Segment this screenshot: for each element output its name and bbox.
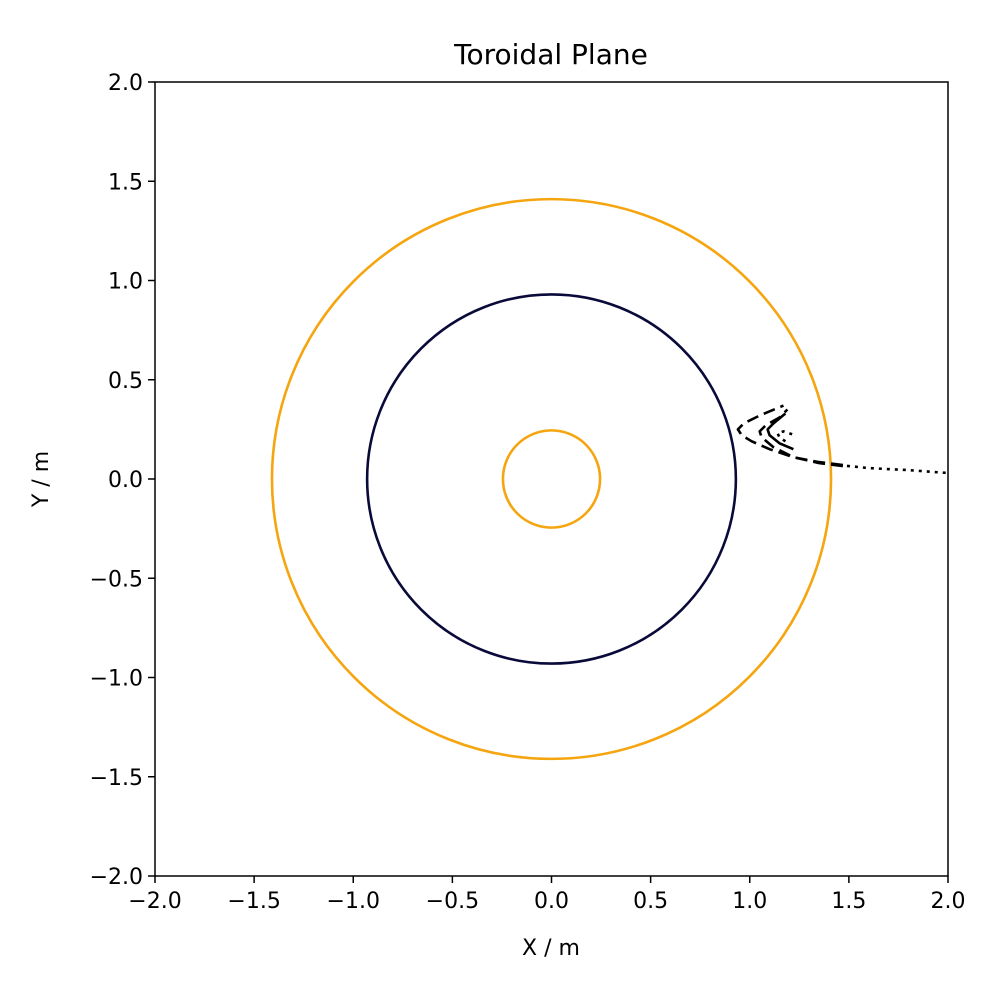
x-tick-label: −2.0 [128, 889, 181, 914]
x-tick-label: 0.0 [534, 889, 569, 914]
y-axis-label: Y / m [29, 451, 54, 508]
y-tick-label: −0.5 [90, 567, 143, 592]
y-tick-label: 0.0 [108, 468, 143, 493]
x-tick-label: −0.5 [426, 889, 479, 914]
axis-ticks: −2.0 −1.5 −1.0 −0.5 0.0 0.5 1.0 1.5 2.0 −2.0 −1.5 −… [90, 71, 966, 914]
x-axis-label: X / m [522, 936, 580, 961]
trajectory-series-2 [758, 408, 844, 468]
y-tick-label: 1.5 [108, 170, 143, 195]
y-tick-label: −1.0 [90, 667, 143, 692]
contour-circle-0 [270, 197, 833, 761]
y-tick-label: 0.5 [108, 369, 143, 394]
y-tick-label: −1.5 [90, 766, 143, 791]
plot-area [270, 197, 948, 761]
y-tick-label: 1.0 [108, 270, 143, 295]
x-tick-label: 1.0 [732, 889, 767, 914]
axes-frame [154, 81, 949, 877]
trajectory-series-0 [838, 463, 948, 475]
trajectory-series-3 [766, 412, 794, 451]
trajectory-series-4 [776, 430, 796, 443]
y-tick-label: −2.0 [90, 865, 143, 890]
x-tick-label: −1.0 [327, 889, 380, 914]
x-tick-label: 0.5 [633, 889, 668, 914]
contour-circle-2 [501, 429, 602, 529]
contour-circle-1 [365, 293, 738, 665]
x-tick-label: −1.5 [227, 889, 280, 914]
y-tick-label: 2.0 [108, 71, 143, 96]
x-tick-label: 1.5 [831, 889, 866, 914]
chart-title: Toroidal Plane [453, 38, 648, 71]
x-tick-label: 2.0 [931, 889, 966, 914]
